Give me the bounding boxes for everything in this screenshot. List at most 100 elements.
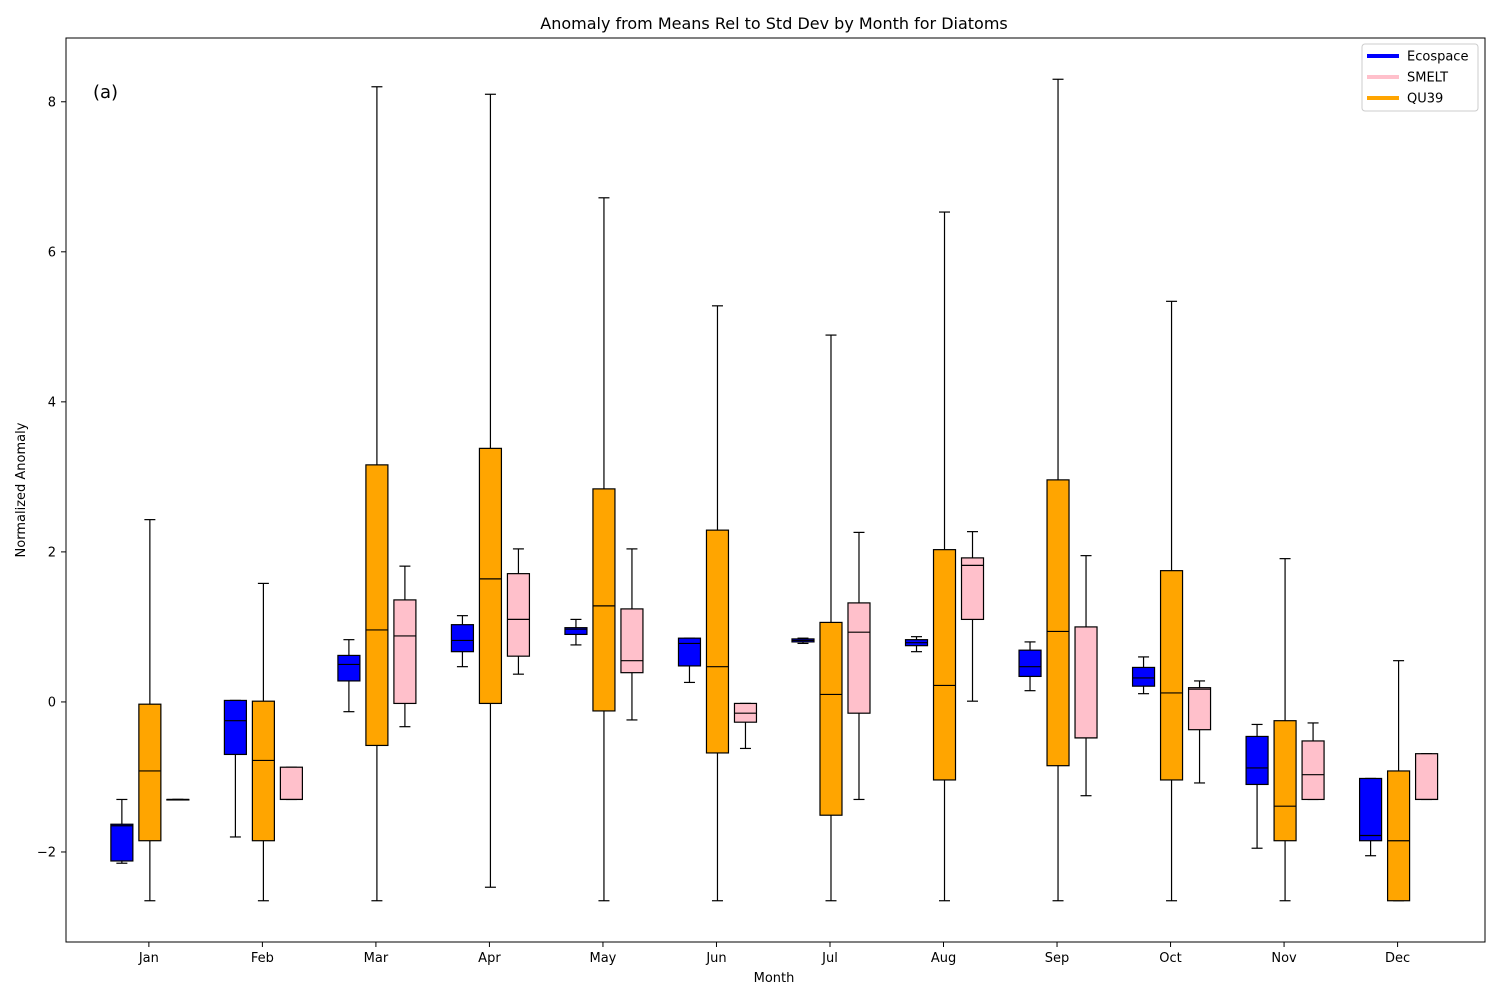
plot-marks (110, 78, 1439, 902)
iqr-box (506, 573, 531, 657)
x-tick-label: Jul (821, 951, 838, 966)
box-qu39-nov (1273, 558, 1297, 902)
box-smelt-oct (1187, 680, 1212, 784)
box-ecospace-jul (791, 637, 815, 645)
x-tick-label: Jun (705, 951, 726, 966)
iqr-box (1187, 687, 1212, 731)
x-tick-label: Dec (1385, 951, 1410, 966)
series-qu39 (138, 78, 1411, 902)
box-ecospace-oct (1131, 656, 1156, 695)
y-axis: −2 0 2 4 6 8 (37, 95, 66, 860)
x-tick-label: Oct (1159, 951, 1181, 966)
box-smelt-mar (393, 565, 417, 728)
y-tick-label: −2 (37, 845, 56, 860)
box-smelt-apr (506, 548, 531, 675)
y-axis-label: Normalized Anomaly (14, 422, 29, 557)
box-qu39-sep (1046, 78, 1070, 902)
x-axis: Jan Feb Mar Apr May Jun Jul Aug Sep Oct Nov Dec (138, 942, 1410, 966)
iqr-box (223, 699, 247, 756)
series-ecospace (110, 615, 1383, 864)
box-qu39-jan (138, 519, 162, 902)
iqr-box (819, 621, 843, 816)
iqr-box (393, 599, 417, 705)
box-smelt-dec (1414, 753, 1439, 801)
y-tick-label: 4 (48, 395, 56, 410)
legend-frame (1361, 43, 1479, 112)
y-tick-label: 0 (48, 695, 56, 710)
chart-title: Anomaly from Means Rel to Std Dev by Mon… (540, 14, 1008, 33)
iqr-box (1074, 626, 1098, 739)
box-ecospace-nov (1245, 723, 1269, 849)
box-ecospace-mar (337, 639, 361, 713)
iqr-box (1018, 649, 1042, 678)
box-ecospace-jun (677, 637, 702, 684)
iqr-box (138, 703, 162, 842)
box-smelt-sep (1074, 555, 1098, 797)
box-qu39-feb (251, 582, 275, 902)
iqr-box (960, 557, 985, 621)
box-ecospace-aug (904, 636, 929, 653)
legend-label-qu39: QU39 (1407, 92, 1443, 107)
x-tick-label: May (590, 951, 617, 966)
series-smelt (166, 531, 1439, 801)
x-axis-label: Month (754, 971, 795, 986)
iqr-box (1046, 479, 1070, 767)
legend-label-smelt: SMELT (1407, 71, 1448, 86)
iqr-box (1245, 735, 1269, 786)
box-ecospace-jan (110, 798, 134, 864)
x-tick-label: Nov (1271, 951, 1297, 966)
iqr-box (1273, 720, 1297, 842)
iqr-box (1301, 740, 1325, 801)
box-ecospace-sep (1018, 641, 1042, 692)
iqr-box (478, 447, 503, 705)
iqr-box (592, 488, 616, 712)
box-qu39-jun (705, 305, 730, 902)
iqr-box (847, 602, 871, 714)
iqr-box (705, 529, 730, 754)
iqr-box (365, 464, 389, 747)
iqr-box (279, 766, 303, 801)
y-tick-label: 2 (48, 545, 56, 560)
iqr-box (110, 823, 134, 862)
box-ecospace-may (564, 618, 588, 646)
axes-frame (65, 37, 1486, 943)
box-qu39-jul (819, 334, 843, 902)
iqr-box (1131, 666, 1156, 687)
iqr-box (450, 624, 475, 653)
iqr-box (620, 608, 644, 674)
iqr-box (677, 637, 702, 667)
box-qu39-may (592, 197, 616, 902)
box-smelt-jun (733, 702, 758, 750)
iqr-box (1386, 770, 1411, 902)
iqr-box (564, 627, 588, 636)
x-tick-label: Aug (931, 951, 956, 966)
box-qu39-apr (478, 93, 503, 888)
box-ecospace-apr (450, 615, 475, 668)
legend: Ecospace SMELT QU39 (1361, 43, 1479, 112)
iqr-box (337, 654, 361, 682)
x-tick-label: Sep (1045, 951, 1070, 966)
x-tick-label: Apr (478, 951, 501, 966)
box-smelt-may (620, 548, 644, 721)
box-qu39-aug (932, 211, 957, 902)
x-tick-label: Mar (364, 951, 389, 966)
x-tick-label: Jan (138, 951, 159, 966)
box-qu39-oct (1159, 300, 1184, 902)
box-qu39-dec (1386, 660, 1411, 902)
box-ecospace-dec (1358, 777, 1383, 857)
panel-label: (a) (93, 82, 118, 103)
iqr-box (1414, 753, 1439, 801)
y-tick-label: 8 (48, 95, 56, 110)
box-smelt-feb (279, 766, 303, 801)
iqr-box (1159, 570, 1184, 781)
y-tick-label: 6 (48, 245, 56, 260)
iqr-box (251, 700, 275, 842)
legend-label-ecospace: Ecospace (1407, 50, 1468, 65)
box-smelt-aug (960, 531, 985, 702)
iqr-box (1358, 777, 1383, 842)
box-smelt-nov (1301, 722, 1325, 801)
box-qu39-mar (365, 86, 389, 902)
iqr-box (932, 549, 957, 781)
x-tick-label: Feb (251, 951, 274, 966)
